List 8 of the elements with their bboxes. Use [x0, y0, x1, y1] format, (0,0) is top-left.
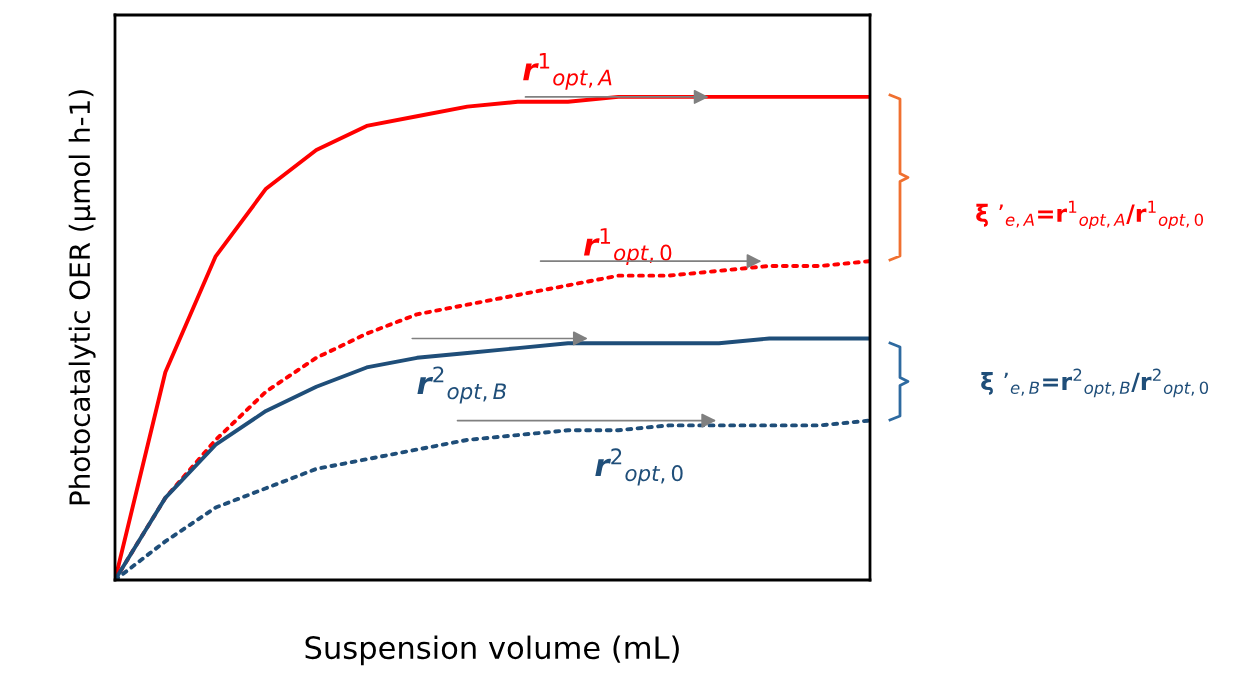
series-label: r$^{2}$$_{opt,B}$: [417, 366, 506, 404]
x-axis-title: Suspension volume (mL): [305, 635, 679, 666]
series-label: r$^{1}$$_{opt,A}$: [523, 53, 612, 90]
series-label: r$^{1}$$_{opt,0}$: [583, 228, 672, 265]
text: ξ ’$_{e,B}$=r$^{2}$$_{opt,B}$/r$^{2}$$_{opt,0}$: [981, 368, 1209, 398]
text: ξ ’$_{e,A}$=r$^{1}$$_{opt,A}$/r$^{1}$$_{opt,0}$: [976, 200, 1204, 230]
series-label: r$^{2}$$_{opt,0}$: [595, 448, 683, 486]
y-axis-title: Photocatalytic OER (μmol h-1): [68, 90, 96, 505]
